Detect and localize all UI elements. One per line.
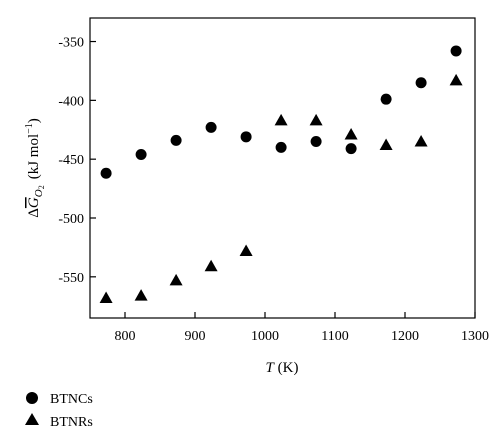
x-tick-label: 1200	[391, 329, 419, 344]
btncs-point	[135, 148, 147, 160]
btnrs-point	[309, 113, 323, 126]
btnrs-point	[379, 138, 393, 151]
btncs-point	[450, 45, 462, 57]
btnrs-point	[414, 135, 428, 147]
legend-label-btnrs: BTNRs	[50, 415, 93, 430]
axis-ticks: 800 900 1000 1100 1200 1300 -350 -400 -450 -500 -5…	[58, 36, 489, 344]
y-tick-label: -450	[58, 153, 84, 168]
y-axis-title-unit-end: )	[26, 118, 42, 123]
x-axis-title-unit: (K)	[274, 360, 299, 376]
x-tick-label: 900	[185, 329, 206, 344]
plot-frame	[89, 17, 476, 319]
btncs-point	[380, 93, 392, 105]
legend-marker-btncs	[26, 392, 38, 404]
y-tick-label: -550	[58, 271, 84, 286]
btncs-point	[205, 121, 217, 133]
y-tick-label: -400	[58, 94, 84, 109]
btnrs-point	[169, 273, 183, 286]
y-tick-label: -500	[58, 212, 84, 227]
x-axis-title: T (K)	[266, 360, 299, 376]
y-axis-title-unit-sup: −1	[24, 123, 35, 134]
btncs-point	[310, 136, 322, 148]
btnrs-point	[274, 113, 288, 126]
btncs-point	[240, 131, 252, 143]
btnrs-point	[239, 244, 253, 256]
btnrs-point	[99, 291, 113, 303]
legend: BTNCs BTNRs	[25, 392, 93, 430]
btncs-point	[415, 77, 427, 89]
btnrs-point	[204, 259, 218, 272]
x-axis-title-var: T	[266, 360, 276, 376]
y-axis-title-delta: Δ	[26, 208, 42, 218]
btnrs-point	[134, 289, 148, 301]
legend-marker-btnrs	[25, 413, 39, 425]
svg-text:ΔGO2(kJ mol−1): ΔGO2 (kJ mol−1)	[24, 118, 46, 218]
btncs-point	[275, 141, 287, 153]
btncs-point	[100, 167, 112, 179]
btnrs-point	[344, 127, 358, 140]
y-tick-label: -350	[58, 36, 84, 51]
x-tick-label: 1300	[461, 329, 489, 344]
y-axis-title: ΔGO2 (kJ mol−1)	[24, 118, 46, 218]
btncs-point	[345, 143, 357, 155]
data-marks	[99, 45, 463, 303]
y-axis-title-symbol: G	[26, 197, 42, 208]
y-axis-title-sub: O	[33, 189, 45, 197]
x-tick-label: 1100	[321, 329, 348, 344]
y-axis-title-unit: (kJ mol	[26, 134, 42, 179]
btnrs-point	[449, 73, 463, 86]
legend-label-btncs: BTNCs	[50, 392, 93, 407]
x-tick-label: 800	[115, 329, 136, 344]
x-tick-label: 1000	[251, 329, 279, 344]
y-axis-title-sub2: 2	[37, 185, 46, 189]
btncs-point	[170, 134, 182, 146]
